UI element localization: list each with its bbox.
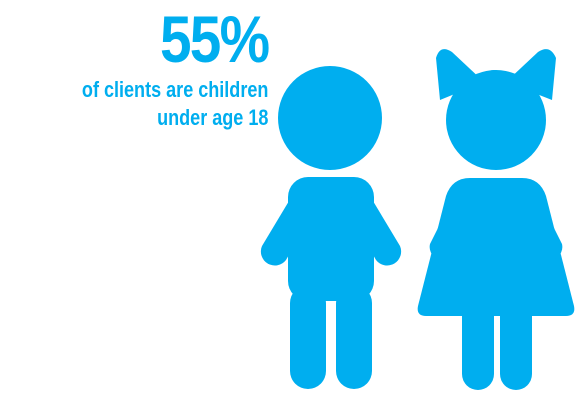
stat-caption-line-1: of clients are children	[81, 77, 268, 102]
stat-caption-line-2: under age 18	[156, 105, 268, 130]
stat-block: 55% of clients are children under age 18	[41, 2, 270, 132]
stat-value: 55%	[159, 2, 270, 76]
boy-icon	[260, 66, 402, 389]
girl-icon	[417, 49, 575, 390]
